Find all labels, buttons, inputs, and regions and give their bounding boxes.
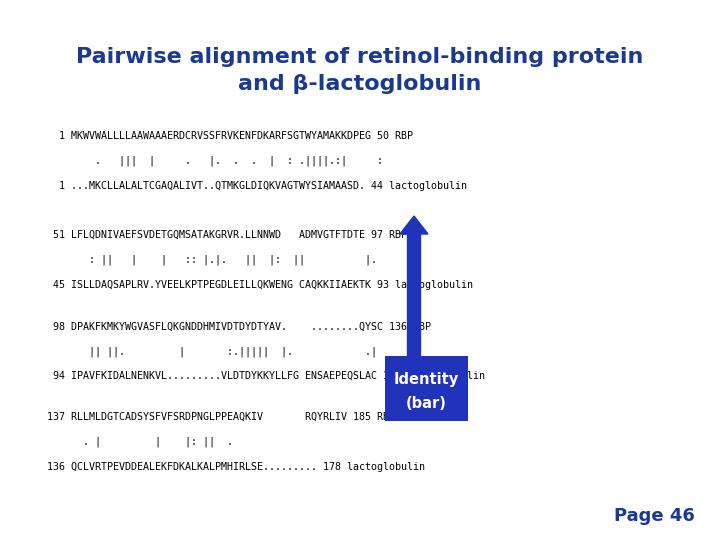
Text: 98 DPAKFKMKYWGVASFLQKGNDDHMIVDTDYDTYAV.    ........QYSC 136 RBP: 98 DPAKFKMKYWGVASFLQKGNDDHMIVDTDYDTYAV. … [47,322,431,332]
Text: 136 QCLVRTPEVDDEALEKFDKALKALPMHIRLSE......... 178 lactoglobulin: 136 QCLVRTPEVDDEALEKFDKALKALPMHIRLSE....… [47,462,425,471]
Text: . |         |    |: ||  .: . | | |: || . [47,436,365,447]
Text: 137 RLLMLDGTCADSYSFVFSRDPNGLPPEAQKIV       RQYRLIV 185 RBP: 137 RLLMLDGTCADSYSFVFSRDPNGLPPEAQKIV RQY… [47,412,395,422]
Text: 1 MKWVWALLLLAAWAAAERDCRVSSFRVKENFDKARFSGTWYAMAKKDPEG 50 RBP: 1 MKWVWALLLLAAWAAAERDCRVSSFRVKENFDKARFSG… [47,131,413,141]
Text: || ||.         |       :.|||||  |.            .|: || ||. | :.||||| |. .| [47,346,377,357]
FancyArrow shape [400,216,428,373]
Text: Page 46: Page 46 [614,507,695,525]
Text: 51 LFLQDNIVAEFSVDETGQMSATAKGRVR.LLNNWD   ADMVGTFTDTE 97 RBP: 51 LFLQDNIVAEFSVDETGQMSATAKGRVR.LLNNWD A… [47,230,407,240]
FancyBboxPatch shape [385,356,468,421]
Text: Identity: Identity [394,372,459,387]
Text: Pairwise alignment of retinol-binding protein: Pairwise alignment of retinol-binding pr… [76,46,644,67]
Text: 45 ISLLDAQSAPLRV.YVEELKPTPEGDLEILLQKWENG CAQKKIIAEKTK 93 lactoglobulin: 45 ISLLDAQSAPLRV.YVEELKPTPEGDLEILLQKWENG… [47,280,473,289]
Text: : ||   |    |   :: |.|.   ||  |:  ||          |.: : || | | :: |.|. || |: || |. [47,254,377,265]
Text: and β-lactoglobulin: and β-lactoglobulin [238,73,482,94]
Text: .   |||  |     .   |.  .  .  |  : .||||.:|     :: . ||| | . |. . . | : .||||.:| : [47,156,383,166]
Text: 1 ...MKCLLALALTCGAQALIVT..QTMKGLDIQKVAGTWYSIAMAASD. 44 lactoglobulin: 1 ...MKCLLALALTCGAQALIVT..QTMKGLDIQKVAGT… [47,181,467,191]
Text: 94 IPAVFKIDALNENKVL.........VLDTDYKKYLLFG ENSAEPEQSLAC 135 lactoglobulin: 94 IPAVFKIDALNENKVL.........VLDTDYKKYLLF… [47,372,485,381]
Text: (bar): (bar) [406,396,447,410]
